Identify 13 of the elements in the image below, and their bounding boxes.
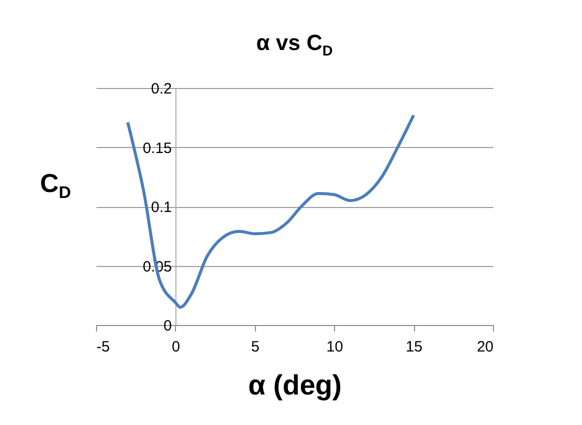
y-tick-label: 0.2 <box>151 80 172 98</box>
y-axis-title: C$_{D}$ <box>40 168 71 204</box>
y-tick-label: 0.1 <box>151 199 172 216</box>
line-series <box>126 114 416 309</box>
x-tick-label: -5 <box>96 338 110 356</box>
y-tick-label: 0 <box>164 318 172 334</box>
x-tick-label: 5 <box>251 338 260 356</box>
y-tick-label: 0.15 <box>142 140 172 157</box>
x-axis-title: α (deg) <box>248 370 342 400</box>
x-tick-label: 10 <box>326 338 344 356</box>
x-tick-label: 20 <box>476 338 494 356</box>
x-tick-label: 15 <box>406 338 422 356</box>
chart-title: α vs C$_{D}$ <box>255 30 334 60</box>
